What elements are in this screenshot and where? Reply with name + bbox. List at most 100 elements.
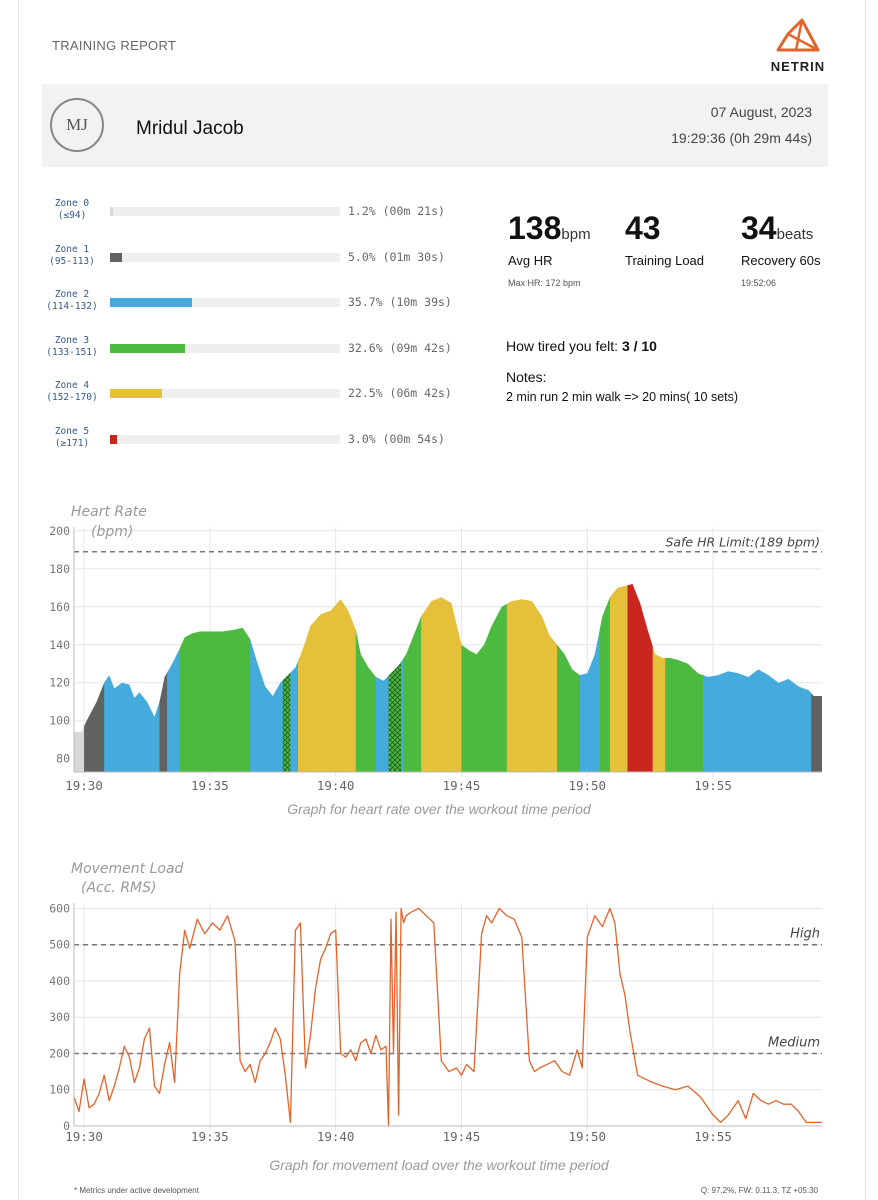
recovery-unit: beats [776, 226, 814, 243]
recovery-value: 34 [741, 210, 777, 246]
hr-zone-segment [167, 584, 181, 772]
hr-zone-segment [179, 584, 251, 772]
tiredness-label: How tired you felt: [506, 338, 622, 354]
zone-bar-track [110, 343, 340, 353]
movement-y-tick: 0 [63, 1119, 70, 1133]
zone-name: Zone 3 [54, 334, 90, 346]
zone-range: (≥171) [54, 437, 90, 449]
training-load-value: 43 [625, 210, 661, 246]
zone-label: Zone 0 (≤94) [40, 198, 104, 222]
hr-hatched-segment [388, 584, 402, 772]
zone-label: Zone 1 (95-113) [40, 244, 104, 268]
hr-zone-segment [579, 584, 601, 772]
zone-label: Zone 2 (114-132) [40, 289, 104, 313]
avg-hr-metric: 138bpm Avg HR Max HR: 172 bpm [508, 210, 591, 288]
zone-name: Zone 4 [54, 380, 90, 391]
zone-label: Zone 4 (152-170) [40, 380, 104, 404]
zone-bar-track [110, 298, 340, 307]
movement-x-tick: 19:30 [65, 1129, 103, 1144]
zone-percentage: 32.6% (09m 42s) [348, 340, 452, 355]
hr-y-tick: 80 [56, 752, 70, 766]
hr-zone-segment [159, 584, 168, 772]
hr-zone-segment [599, 584, 611, 772]
hr-x-tick: 19:50 [568, 778, 606, 793]
training-load-metric: 43 Training Load [625, 210, 704, 268]
zone-bar-track [110, 389, 340, 398]
avg-hr-unit: bpm [561, 226, 591, 243]
footer-firmware: Q: 97.2%, FW: 0.11.3, TZ +05:30 [700, 1186, 818, 1195]
footer-note: * Metrics under active development [74, 1186, 199, 1195]
notes-label: Notes: [506, 369, 547, 385]
movement-y-tick: 500 [49, 938, 70, 952]
hr-zone-segment [811, 584, 822, 772]
safe-hr-limit-label: Safe HR Limit:(189 bpm) [665, 535, 820, 550]
hr-x-tick: 19:45 [443, 778, 481, 793]
hr-hatched-segment [282, 584, 291, 772]
hr-y-tick: 120 [49, 676, 70, 690]
zone-percentage: 22.5% (06m 42s) [348, 386, 452, 400]
session-time: 19:29:36 (0h 29m 44s) [671, 130, 812, 146]
zone-name: Zone 0 [54, 198, 90, 209]
movement-chart-title: Movement Load [71, 861, 184, 877]
movement-load-chart: 0 100 200 300 400 500 600 19:30 19:35 19:40 19:45 1… [49, 861, 822, 1144]
movement-y-tick: 400 [49, 974, 70, 988]
hr-zone-segment [421, 584, 462, 772]
recovery-time: 19:52:06 [741, 278, 777, 288]
athlete-name: Mridul Jacob [136, 118, 244, 139]
zone-bar-fill [110, 389, 162, 398]
hr-zone-segment [403, 584, 422, 772]
report-title: TRAINING REPORT [52, 38, 177, 53]
zone-name: Zone 1 [54, 243, 90, 255]
hr-area [74, 584, 822, 772]
zone-percentage: 5.0% (01m 30s) [348, 249, 445, 264]
recovery-metric: 34beats Recovery 60s 19:52:06 [741, 210, 820, 288]
movement-line [73, 907, 822, 1127]
hr-zone-segment [104, 584, 161, 772]
zone-bar-track [110, 434, 340, 444]
zone-bar-fill [110, 298, 193, 307]
hr-y-tick: 100 [49, 714, 70, 728]
avg-hr-label: Avg HR [508, 253, 553, 268]
zone-row: Zone 1 (95-113) 5.0% (01m 30s) [40, 244, 470, 274]
training-load-label: Training Load [625, 253, 705, 268]
athlete-header: MJ Mridul Jacob 07 August, 2023 19:29:36… [42, 84, 828, 167]
zone-bar-track [110, 252, 340, 262]
zone-range: (133-151) [46, 346, 98, 358]
heart-rate-chart: 80 100 120 140 160 180 200 19:30 19:35 19:40 19:45… [49, 504, 822, 793]
recovery-label: Recovery 60s [741, 253, 821, 268]
avg-hr-value: 138 [508, 210, 562, 246]
hr-zone-segment [250, 584, 299, 772]
hr-zone-segment [627, 584, 654, 772]
hr-zone-segment [84, 584, 105, 772]
hr-y-tick: 140 [49, 638, 70, 652]
hr-x-tick: 19:40 [317, 778, 355, 793]
hr-zone-segment [609, 584, 629, 772]
hr-x-tick: 19:30 [65, 778, 103, 793]
hr-zone-segment [297, 584, 357, 772]
hr-zone-segment [74, 584, 85, 772]
zone-bar-fill [110, 252, 122, 262]
zone-range: (95-113) [49, 255, 95, 267]
zone-label: Zone 5 (≥171) [40, 426, 104, 450]
brand-logo: NETRIN [766, 18, 830, 74]
hr-chart-title: Heart Rate [71, 504, 147, 520]
zone-range: (≤94) [57, 210, 87, 221]
zone-row: Zone 4 (152-170) 22.5% (06m 42s) [40, 380, 470, 410]
session-date: 07 August, 2023 [710, 104, 812, 120]
netrin-logo-icon [776, 18, 820, 52]
avatar: MJ [50, 98, 104, 152]
movement-x-tick: 19:50 [568, 1129, 606, 1144]
hr-x-tick: 19:35 [191, 778, 229, 793]
hr-zone-segment [355, 584, 377, 772]
hr-y-tick: 160 [49, 600, 70, 614]
movement-x-tick: 19:45 [443, 1129, 481, 1144]
movement-threshold-label: Medium [768, 1035, 820, 1050]
notes-text: 2 min run 2 min walk => 20 mins( 10 sets… [506, 390, 739, 404]
hr-x-tick: 19:55 [694, 778, 732, 793]
movement-x-tick: 19:35 [191, 1129, 229, 1144]
zone-percentage: 1.2% (00m 21s) [348, 204, 445, 218]
zone-row: Zone 3 (133-151) 32.6% (09m 42s) [40, 335, 470, 365]
zone-label: Zone 3 (133-151) [40, 335, 104, 359]
movement-threshold-label: High [790, 927, 820, 942]
zone-percentage: 35.7% (10m 39s) [348, 295, 452, 309]
